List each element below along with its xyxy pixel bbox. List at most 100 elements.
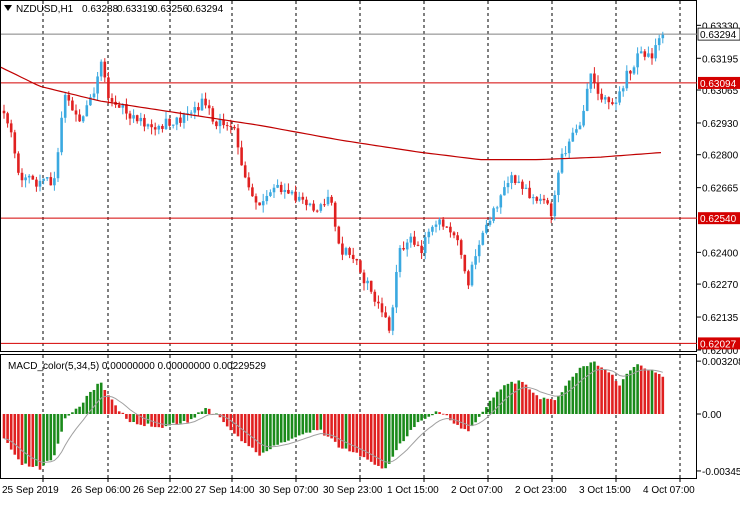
bear-candle <box>150 124 153 128</box>
bear-candle <box>6 113 9 124</box>
price-axis-label: 0.62665 <box>702 184 739 195</box>
bear-candle <box>103 61 107 78</box>
bull-candle <box>276 184 279 188</box>
macd-bar <box>582 366 585 414</box>
price-axis-label: 0.62930 <box>702 119 739 130</box>
time-axis-label: 2 Oct 23:00 <box>515 485 567 496</box>
macd-bar <box>459 414 463 429</box>
time-axis-label: 26 Sep 22:00 <box>133 485 193 496</box>
bull-candle <box>474 256 477 265</box>
bull-candle <box>517 181 521 183</box>
bull-candle <box>506 183 510 188</box>
time-axis-label: 30 Sep 23:00 <box>323 485 383 496</box>
macd-bar <box>521 381 524 414</box>
macd-bar <box>45 414 49 461</box>
bear-candle <box>369 280 373 292</box>
macd-bar <box>513 383 517 414</box>
bear-candle <box>380 303 384 313</box>
bear-candle <box>35 179 38 187</box>
macd-bar <box>193 414 197 418</box>
macd-bar <box>308 414 312 433</box>
bull-candle <box>283 189 287 193</box>
price-axis-label: 0.62800 <box>702 151 739 162</box>
time-axis-label: 27 Sep 14:00 <box>195 485 255 496</box>
bull-candle <box>200 98 204 111</box>
triangle-down-icon[interactable] <box>4 5 12 11</box>
bull-candle <box>657 38 661 46</box>
bull-candle <box>24 177 27 181</box>
bull-candle <box>567 141 571 154</box>
macd-bar <box>485 407 488 414</box>
bull-candle <box>344 248 348 255</box>
bull-candle <box>434 224 438 227</box>
bull-candle <box>614 102 618 105</box>
macd-bar <box>164 414 168 427</box>
bear-candle <box>387 317 391 331</box>
moving-average-line <box>0 66 662 161</box>
bear-candle <box>449 226 452 233</box>
bear-candle <box>355 259 359 261</box>
macd-bar <box>107 395 110 414</box>
macd-bar <box>524 384 528 414</box>
bull-candle <box>510 175 513 184</box>
price-axis-label: 0.63330 <box>702 21 739 32</box>
bull-candle <box>157 125 161 130</box>
bear-candle <box>549 203 553 217</box>
price-axis-label: 0.63065 <box>702 86 739 97</box>
macd-bar <box>344 414 348 449</box>
bear-candle <box>416 244 420 246</box>
bear-candle <box>294 191 297 201</box>
bull-candle <box>557 172 560 196</box>
macd-bar <box>31 414 35 467</box>
macd-bar <box>449 414 452 421</box>
bear-candle <box>229 125 233 127</box>
bull-candle <box>218 119 222 127</box>
macd-bar <box>625 373 629 414</box>
bear-candle <box>233 126 236 129</box>
bear-candle <box>452 232 456 236</box>
macd-bar <box>74 408 78 414</box>
macd-bar <box>189 414 193 420</box>
macd-bar <box>24 414 27 464</box>
macd-bar <box>283 414 287 443</box>
bull-candle <box>477 244 481 257</box>
bear-candle <box>420 245 423 254</box>
macd-bar <box>258 414 261 456</box>
macd-bar <box>161 414 164 428</box>
macd-bar <box>294 414 297 438</box>
macd-bar <box>96 383 99 414</box>
macd-bar <box>506 383 510 414</box>
macd-bar <box>341 414 344 449</box>
bear-candle <box>351 254 355 260</box>
macd-bar <box>175 414 179 425</box>
bull-candle <box>60 117 63 153</box>
macd-bar <box>647 370 650 414</box>
macd-bar <box>182 414 186 421</box>
macd-bar <box>132 414 135 423</box>
macd-bar <box>593 361 596 414</box>
macd-axis-label: 0.0032088 <box>702 357 740 368</box>
bull-candle <box>618 91 621 103</box>
macd-bar <box>560 392 564 414</box>
macd-bar <box>315 414 319 431</box>
bear-candle <box>650 53 654 59</box>
bear-candle <box>251 187 254 197</box>
macd-bar <box>63 414 67 419</box>
bear-candle <box>153 127 157 130</box>
bear-candle <box>74 110 78 115</box>
macd-bar <box>571 376 575 414</box>
time-axis-label: 30 Sep 07:00 <box>259 485 319 496</box>
macd-bar <box>355 414 359 453</box>
macd-bar <box>650 369 654 414</box>
macd-bar <box>27 414 31 467</box>
macd-bar <box>611 374 614 414</box>
macd-bar <box>38 414 42 470</box>
bull-candle <box>582 110 585 126</box>
macd-bar <box>243 414 247 444</box>
bear-candle <box>528 187 531 199</box>
bull-candle <box>391 307 395 331</box>
bear-candle <box>337 226 341 244</box>
bull-candle <box>531 197 535 199</box>
